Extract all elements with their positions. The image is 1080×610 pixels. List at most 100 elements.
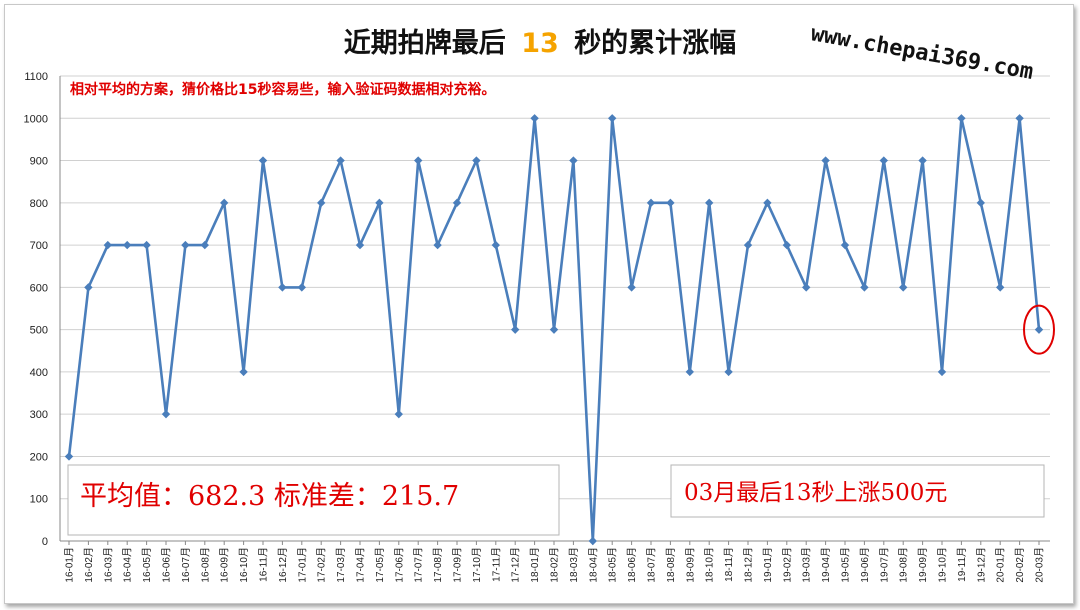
- x-tick-label: 20-02月: [1014, 547, 1026, 583]
- data-point: [491, 240, 500, 250]
- data-point: [258, 156, 268, 165]
- data-point: [763, 198, 772, 208]
- y-tick-label: 400: [30, 367, 48, 379]
- data-point: [705, 198, 714, 208]
- data-point: [161, 409, 171, 419]
- x-tick-label: 16-10月: [238, 547, 250, 583]
- x-tick-label: 19-08月: [898, 547, 910, 583]
- x-tick-label: 18-05月: [607, 547, 619, 583]
- x-tick-label: 16-01月: [64, 547, 76, 583]
- x-tick-label: 20-01月: [995, 547, 1007, 583]
- x-axis: 16-01月 16-02月 16-03月 16-04月 16-05月 16-06月 16-0…: [60, 540, 1050, 583]
- y-tick-label: 1000: [24, 113, 48, 125]
- data-point: [375, 198, 384, 208]
- chart-subtitle: 相对平均的方案，猜价格比15秒容易些，输入验证码数据相对充裕。: [70, 81, 495, 98]
- data-point: [608, 114, 617, 123]
- x-tick-label: 20-03月: [1034, 547, 1046, 583]
- x-tick-label: 18-06月: [626, 547, 638, 583]
- data-point: [782, 240, 791, 250]
- x-tick-label: 17-03月: [335, 547, 347, 583]
- chart-title-prefix: 近期拍牌最后: [344, 28, 506, 59]
- data-point: [472, 156, 481, 165]
- data-point: [1034, 325, 1044, 334]
- data-point: [646, 198, 656, 208]
- x-tick-label: 18-01月: [529, 547, 541, 583]
- highlight-circle: [1023, 304, 1055, 355]
- x-tick-label: 19-11月: [956, 547, 968, 582]
- data-point: [937, 367, 947, 377]
- y-tick-label: 0: [42, 536, 48, 548]
- x-tick-label: 19-03月: [801, 547, 813, 583]
- data-point: [918, 156, 927, 165]
- y-tick-label: 700: [30, 240, 48, 252]
- chart-title-suffix: 秒的累计涨幅: [574, 27, 736, 59]
- data-point: [123, 240, 132, 250]
- x-tick-label: 16-11月: [258, 547, 270, 582]
- data-point: [996, 283, 1005, 292]
- note-annotation-text: 03月最后13秒上涨500元: [684, 480, 947, 506]
- x-tick-label: 19-05月: [840, 547, 852, 583]
- data-point: [957, 114, 966, 123]
- x-tick-label: 17-12月: [510, 547, 522, 583]
- x-tick-label: 19-10月: [937, 547, 949, 583]
- chart-title: 近期拍牌最后 13 秒的累计涨幅: [344, 27, 736, 59]
- x-tick-label: 19-07月: [878, 547, 890, 583]
- y-tick-label: 300: [30, 409, 48, 421]
- data-point: [355, 240, 365, 250]
- y-tick-label: 1100: [24, 71, 48, 83]
- y-tick-label: 200: [30, 451, 48, 463]
- y-tick-label: 500: [30, 325, 48, 337]
- x-tick-label: 16-08月: [199, 547, 211, 583]
- data-point: [802, 283, 811, 292]
- stats-annotation-box: 平均值：682.3 标准差：215.7: [67, 464, 560, 536]
- data-point: [142, 240, 151, 250]
- data-point: [317, 198, 326, 208]
- x-tick-label: 16-06月: [161, 547, 173, 583]
- data-point: [840, 240, 850, 250]
- data-point: [530, 114, 539, 123]
- y-tick-label: 600: [30, 282, 48, 294]
- watermark-url: www.chepai369.com: [809, 21, 1035, 85]
- data-point: [821, 156, 830, 165]
- data-point: [743, 240, 753, 250]
- data-point: [278, 283, 287, 292]
- data-point: [394, 409, 403, 419]
- data-point: [976, 198, 985, 208]
- data-point: [220, 198, 229, 208]
- x-tick-label: 16-07月: [180, 547, 192, 583]
- x-tick-label: 18-02月: [549, 547, 561, 583]
- data-point: [84, 283, 93, 292]
- x-tick-label: 16-04月: [122, 547, 134, 583]
- x-tick-label: 17-04月: [355, 547, 367, 583]
- x-tick-label: 18-03月: [568, 547, 580, 583]
- x-tick-label: 16-09月: [219, 547, 231, 583]
- x-tick-label: 18-11月: [723, 547, 735, 582]
- x-tick-label: 18-04月: [587, 547, 599, 583]
- data-point: [666, 198, 675, 208]
- x-tick-label: 17-11月: [490, 547, 502, 582]
- data-point: [627, 283, 636, 292]
- data-point: [549, 325, 559, 334]
- data-point: [181, 240, 190, 250]
- x-tick-label: 19-01月: [762, 547, 774, 583]
- x-tick-label: 19-06月: [859, 547, 871, 583]
- x-tick-label: 17-02月: [316, 547, 328, 583]
- data-point: [879, 156, 888, 165]
- x-tick-label: 17-09月: [452, 547, 464, 583]
- x-tick-label: 18-09月: [684, 547, 696, 583]
- chart-title-number: 13: [521, 28, 559, 59]
- data-point: [433, 240, 442, 250]
- x-tick-label: 18-07月: [646, 547, 658, 583]
- data-point: [103, 240, 112, 250]
- data-point: [414, 156, 423, 165]
- x-tick-label: 18-10月: [704, 547, 716, 583]
- data-point: [724, 367, 733, 377]
- note-annotation-box: 03月最后13秒上涨500元: [670, 464, 1045, 518]
- data-point: [1015, 114, 1024, 123]
- y-tick-label: 900: [30, 156, 48, 168]
- data-point: [297, 283, 306, 292]
- x-tick-label: 16-12月: [277, 547, 289, 583]
- y-axis: 0 100 200 300 400 500 600 700 800 900 1000 1100: [24, 71, 61, 548]
- series-layer: [64, 114, 1044, 546]
